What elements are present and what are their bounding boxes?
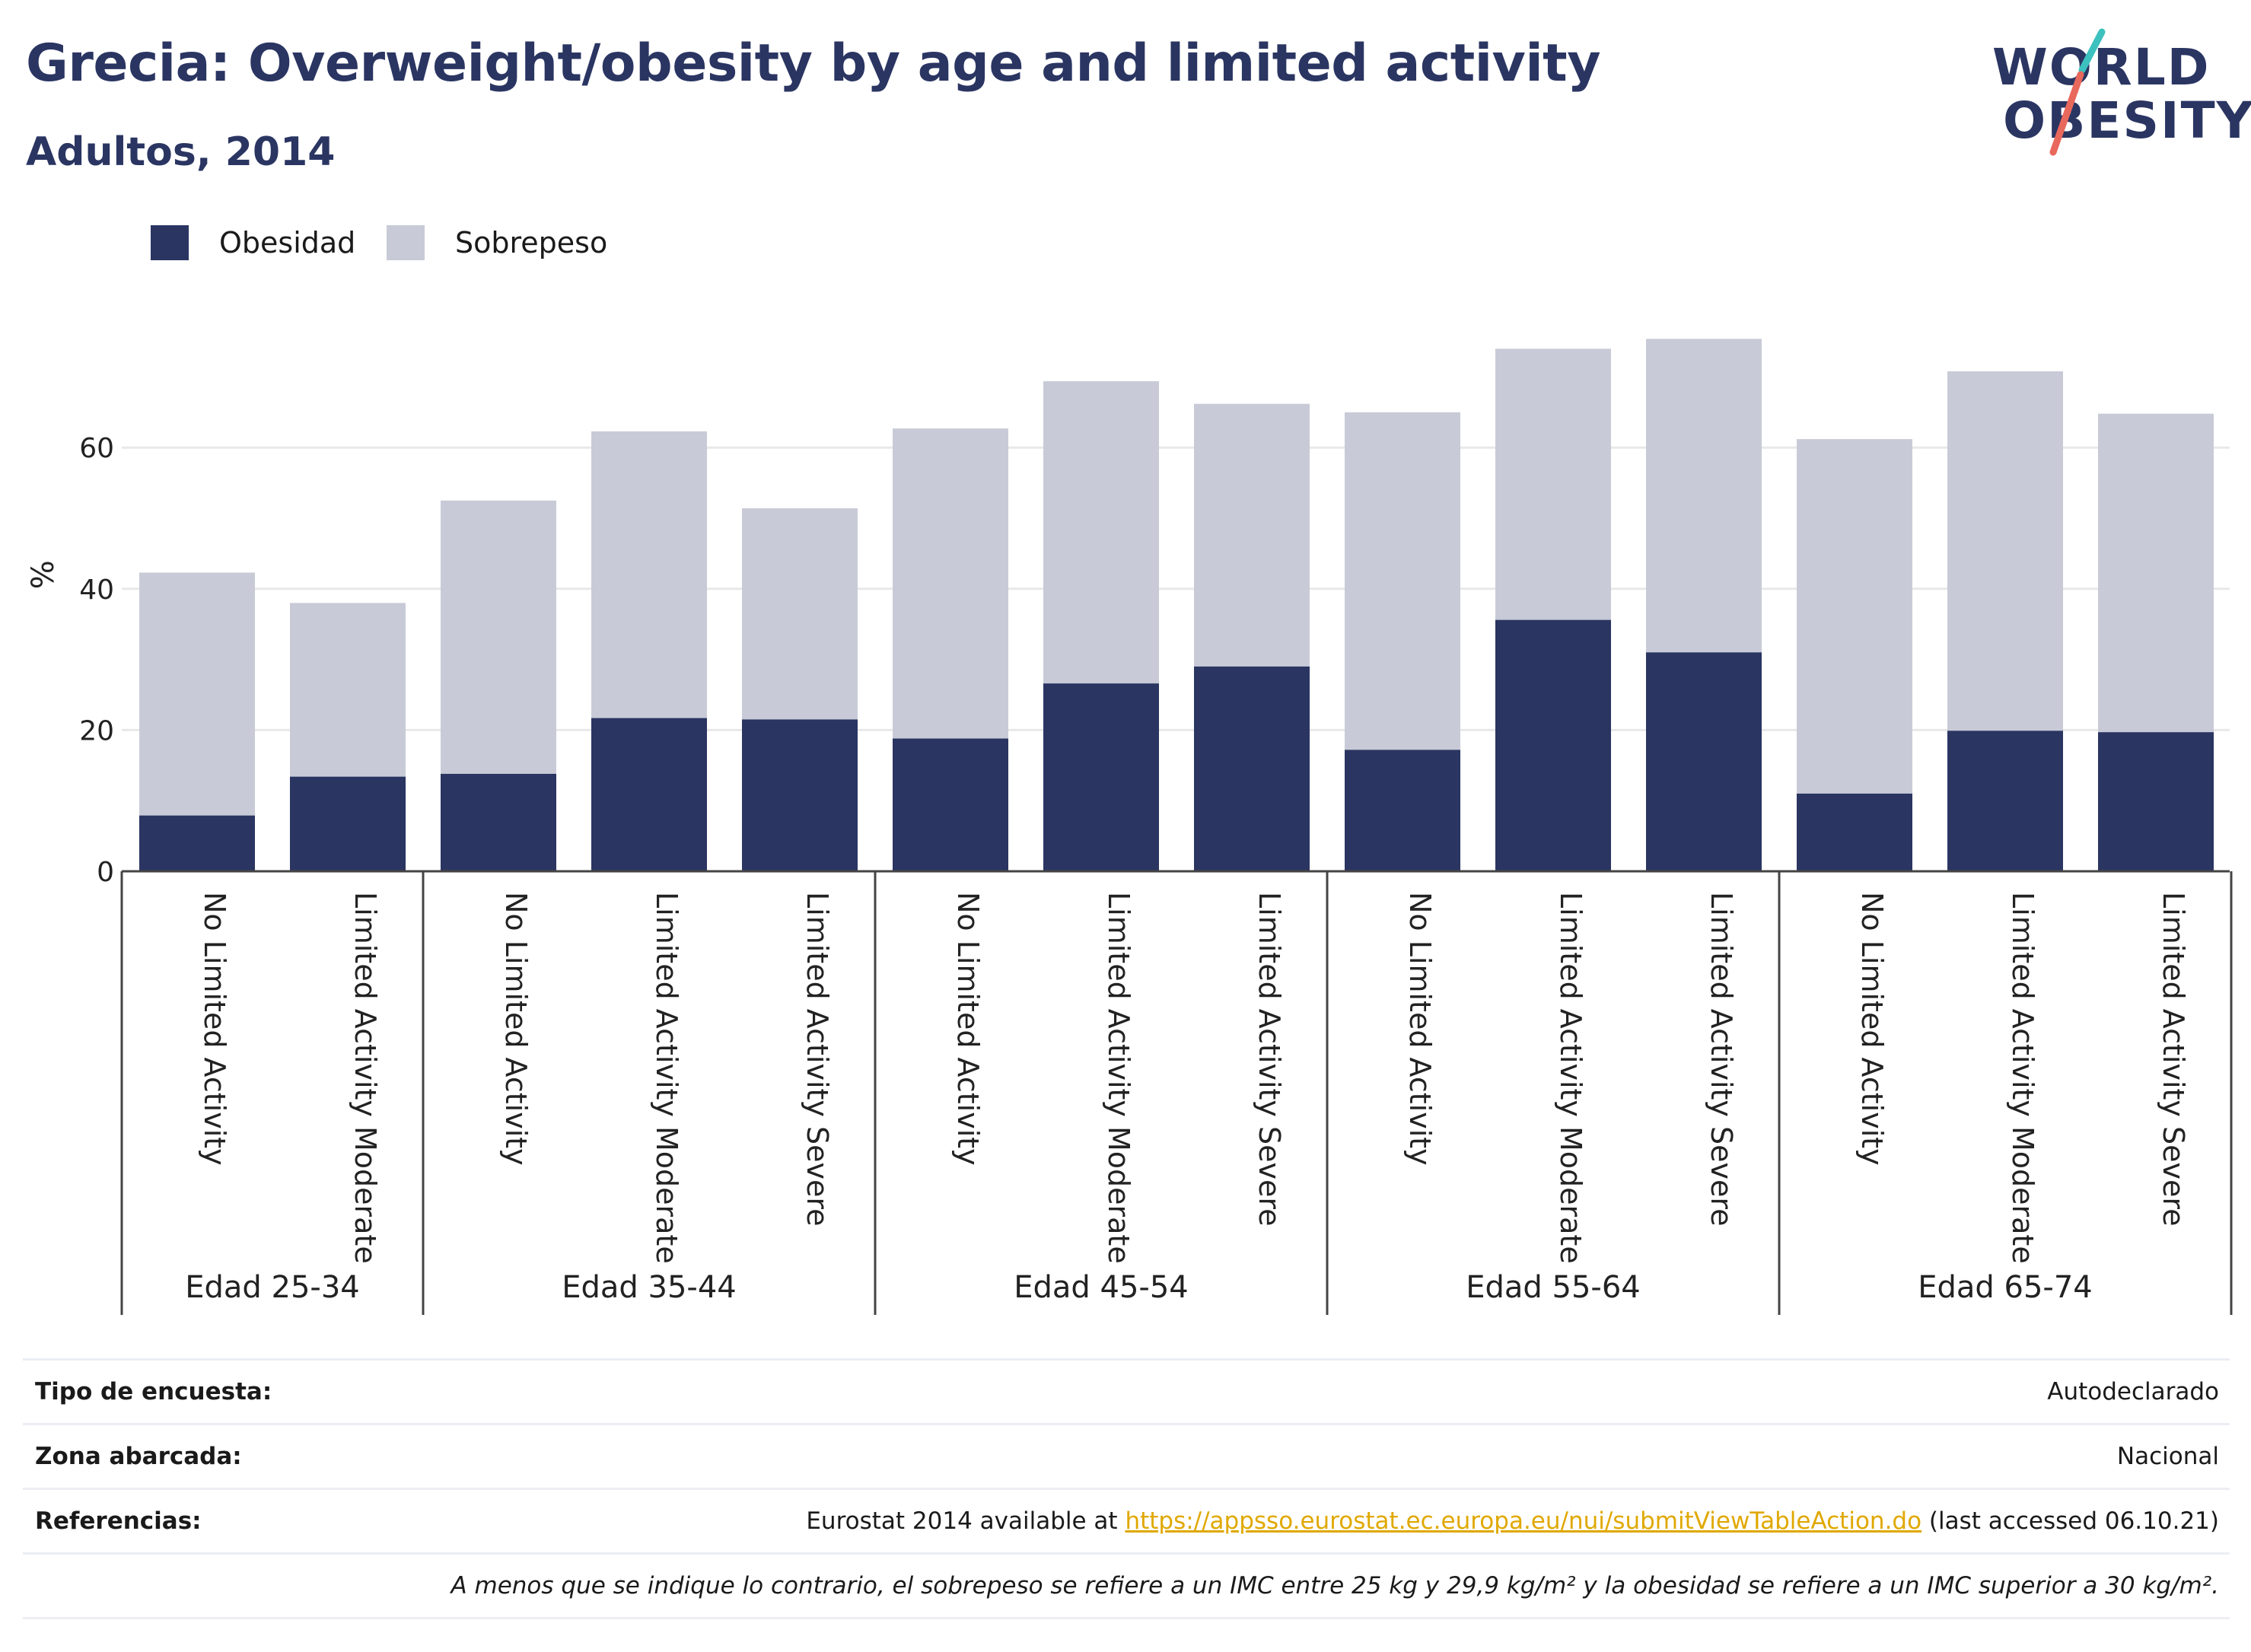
logo-slash-icon	[2049, 28, 2106, 156]
x-category-label: Limited Activity Moderate	[349, 892, 382, 1264]
legend-swatch-obesidad	[151, 225, 189, 260]
x-category-label: Limited Activity Severe	[801, 892, 834, 1227]
references-label: Referencias:	[35, 1507, 202, 1535]
x-category-label: Limited Activity Moderate	[2006, 892, 2039, 1264]
bar-sobrepeso	[1495, 349, 1611, 620]
legend-item-sobrepeso: Sobrepeso	[387, 225, 607, 260]
bar-obesidad	[1947, 731, 2063, 871]
x-category-label: Limited Activity Moderate	[1102, 892, 1135, 1264]
bar-obesidad	[1043, 683, 1159, 871]
bar-sobrepeso	[139, 572, 255, 816]
references-suffix: (last accessed 06.10.21)	[1921, 1507, 2219, 1535]
logo-line2: OBESITY	[2003, 91, 2251, 150]
legend-swatch-sobrepeso	[387, 225, 425, 260]
info-row-survey: Tipo de encuesta: Autodeclarado	[23, 1358, 2230, 1423]
group-label: Edad 25-34	[185, 1270, 360, 1305]
bar-obesidad	[893, 738, 1008, 871]
bar-sobrepeso	[1797, 439, 1912, 794]
logo-line1: WORLD	[1992, 38, 2211, 97]
chart-title: Grecia: Overweight/obesity by age and li…	[26, 33, 1601, 94]
footnote: A menos que se indique lo contrario, el …	[451, 1572, 2219, 1599]
bar-sobrepeso	[441, 500, 556, 774]
bar-sobrepeso	[1043, 380, 1159, 684]
bar-sobrepeso	[893, 428, 1008, 739]
group-label: Edad 35-44	[562, 1270, 737, 1305]
bar-sobrepeso	[591, 431, 707, 718]
bar-sobrepeso	[1345, 412, 1460, 750]
bar-obesidad	[591, 718, 707, 871]
bar-sobrepeso	[1947, 371, 2063, 731]
x-category-label: No Limited Activity	[198, 892, 231, 1166]
group-label: Edad 55-64	[1466, 1270, 1641, 1305]
bar-obesidad	[1495, 619, 1611, 871]
survey-label: Tipo de encuesta:	[35, 1378, 272, 1405]
survey-value: Autodeclarado	[2047, 1378, 2219, 1405]
area-label: Zona abarcada:	[35, 1443, 242, 1470]
bar-chart: 0 20 40 60% No Limited Activity Limited Activ…	[26, 339, 2233, 1315]
bar-sobrepeso	[1194, 403, 1310, 667]
y-tick-label: 0	[97, 857, 114, 888]
x-category-label: Limited Activity Severe	[1253, 892, 1286, 1227]
bar-sobrepeso	[1646, 339, 1762, 653]
bar-obesidad	[1646, 652, 1762, 871]
x-category-label: Limited Activity Moderate	[650, 892, 683, 1264]
info-row-area: Zona abarcada: Nacional	[23, 1423, 2230, 1488]
legend-item-obesidad: Obesidad	[151, 225, 355, 260]
x-category-label: No Limited Activity	[1855, 892, 1889, 1166]
area-value: Nacional	[2116, 1443, 2219, 1470]
bar-obesidad	[2098, 732, 2214, 871]
x-category-label: Limited Activity Severe	[1705, 892, 1738, 1227]
legend-label-obesidad: Obesidad	[219, 226, 356, 259]
group-label: Edad 65-74	[1918, 1270, 2093, 1305]
bar-obesidad	[441, 773, 556, 871]
references-link[interactable]: https://appsso.eurostat.ec.europa.eu/nui…	[1125, 1507, 1922, 1535]
y-tick-label: 20	[79, 715, 114, 746]
world-obesity-logo: WORLD OBESITY	[1979, 23, 2251, 160]
references-value: Eurostat 2014 available at https://appss…	[806, 1507, 2219, 1535]
legend-label-sobrepeso: Sobrepeso	[455, 226, 608, 259]
bar-obesidad	[1345, 750, 1460, 871]
x-category-label: No Limited Activity	[1403, 892, 1437, 1166]
group-label: Edad 45-54	[1014, 1270, 1189, 1305]
x-category-label: No Limited Activity	[499, 892, 533, 1166]
references-prefix: Eurostat 2014 available at	[806, 1507, 1126, 1535]
info-table: Tipo de encuesta: Autodeclarado Zona aba…	[23, 1358, 2230, 1619]
bar-obesidad	[290, 776, 406, 871]
x-category-label: No Limited Activity	[951, 892, 985, 1166]
bar-obesidad	[139, 815, 255, 871]
bar-sobrepeso	[742, 508, 858, 720]
x-category-label: Limited Activity Severe	[2157, 892, 2190, 1227]
bar-obesidad	[742, 719, 858, 871]
bar-obesidad	[1194, 666, 1310, 871]
bar-sobrepeso	[290, 603, 406, 777]
y-tick-label: 40	[79, 575, 114, 606]
x-category-label: Limited Activity Moderate	[1554, 892, 1587, 1264]
y-axis-label: %	[26, 560, 61, 589]
info-row-footnote: A menos que se indique lo contrario, el …	[23, 1552, 2230, 1619]
bar-obesidad	[1797, 793, 1912, 871]
chart-subtitle: Adultos, 2014	[26, 129, 336, 175]
info-row-references: Referencias: Eurostat 2014 available at …	[23, 1488, 2230, 1552]
bar-sobrepeso	[2098, 413, 2214, 733]
y-tick-label: 60	[79, 433, 114, 464]
